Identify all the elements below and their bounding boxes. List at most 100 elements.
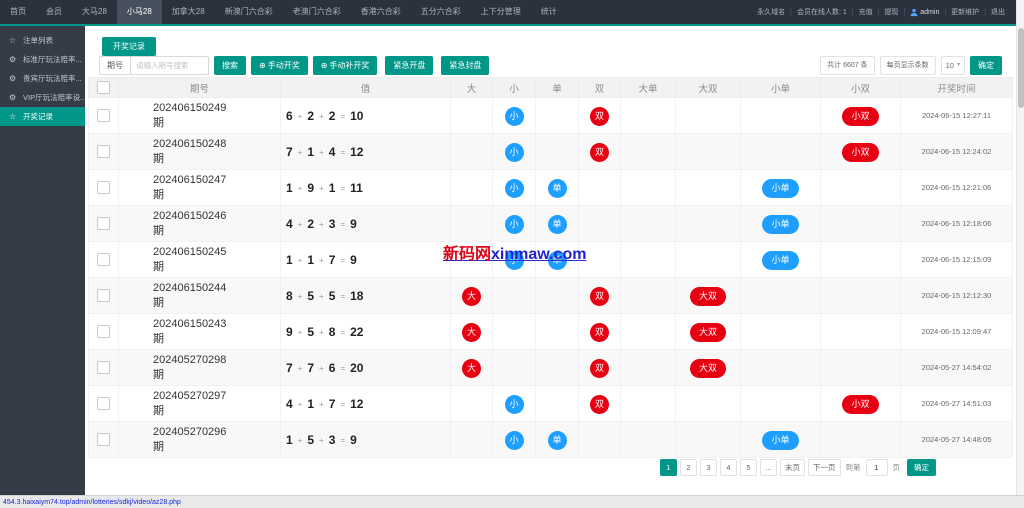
- records-table: 期号值大小单双大单 大双 小单 小双 开奖时间 202406150249 期 6 +2 +2 = 1…: [88, 77, 1013, 458]
- value-number: 4: [328, 144, 336, 159]
- goto-confirm-button[interactable]: 确定: [907, 459, 936, 476]
- row-checkbox[interactable]: [97, 181, 110, 194]
- topnav-admin[interactable]: admin: [905, 8, 944, 17]
- row-checkbox[interactable]: [97, 361, 110, 374]
- topnav-item-4[interactable]: 小马28: [116, 0, 162, 24]
- topnav-item-7[interactable]: 老澳门六合彩: [292, 7, 341, 16]
- topnav-item-5[interactable]: 加拿大28: [171, 7, 205, 16]
- value-cell: 6 +2 +2 = 10: [280, 97, 451, 134]
- badge-大双: 大双: [689, 322, 726, 342]
- sidebar-item-label: 注单列表: [23, 36, 53, 45]
- badge-cell: 双: [578, 277, 621, 314]
- badge-cell: 小: [492, 205, 536, 242]
- row-checkbox[interactable]: [97, 433, 110, 446]
- page-button-5[interactable]: 5: [740, 459, 757, 476]
- sidebar-item-5[interactable]: ☆ 开奖记录: [0, 107, 85, 126]
- issue-number: 202406150245: [153, 246, 227, 259]
- topnav-link-3[interactable]: 充值: [858, 9, 873, 16]
- badge-大双: 大双: [689, 358, 726, 378]
- sidebar-item-4[interactable]: ⚙ VIP厅玩法赔率设...: [0, 88, 85, 107]
- topnav-item-8[interactable]: 香港六合彩: [360, 7, 401, 16]
- page-button-6[interactable]: ...: [760, 459, 777, 476]
- tab-lottery-records[interactable]: 开奖记录: [102, 37, 156, 56]
- sidebar-item-1[interactable]: ☆ 注单列表: [0, 31, 85, 50]
- issue-suffix: 期: [153, 440, 164, 453]
- topnav-link-4[interactable]: 提现: [884, 9, 899, 16]
- page-button-2[interactable]: 2: [680, 459, 697, 476]
- scrollbar[interactable]: [1016, 0, 1024, 495]
- page-button-4[interactable]: 4: [720, 459, 737, 476]
- badge-cell: [740, 133, 821, 170]
- topnav-item-11[interactable]: 统计: [540, 7, 557, 16]
- badge-大双: 大双: [689, 286, 726, 306]
- emergency-close-button[interactable]: 紧急封盘: [441, 55, 490, 75]
- equals-sign: =: [340, 399, 346, 409]
- badge-cell: [820, 421, 901, 458]
- select-all-checkbox[interactable]: [97, 81, 110, 94]
- value-number: 2: [307, 216, 315, 231]
- badge-cell: [675, 97, 741, 134]
- sidebar-item-2[interactable]: ⚙ 标准厅玩法赔率...: [0, 50, 85, 69]
- row-checkbox[interactable]: [97, 397, 110, 410]
- issue-cell: 202405270297 期: [118, 385, 281, 422]
- badge-cell: [492, 349, 536, 386]
- row-checkbox[interactable]: [97, 289, 110, 302]
- per-page-confirm-button[interactable]: 确定: [970, 55, 1002, 75]
- issue-cell: 202405270298 期: [118, 349, 281, 386]
- badge-cell: [820, 313, 901, 350]
- badge-小: 小: [504, 250, 524, 270]
- value-cell: 1 +5 +3 = 9: [280, 421, 451, 458]
- topnav-item-2[interactable]: 会员: [46, 7, 62, 16]
- row-checkbox[interactable]: [97, 325, 110, 338]
- badge-cell: [450, 385, 493, 422]
- badge-cell: 大: [450, 313, 493, 350]
- value-sum: 20: [350, 360, 364, 375]
- sidebar-item-3[interactable]: ⚙ 贵宾厅玩法赔率...: [0, 69, 85, 88]
- topnav-link-2[interactable]: 会员在线人数: 1: [796, 9, 847, 16]
- topnav-item-6[interactable]: 新澳门六合彩: [224, 7, 273, 16]
- row-checkbox[interactable]: [97, 253, 110, 266]
- topnav-link-1[interactable]: 永久域名: [757, 9, 786, 16]
- badge-cell: [578, 169, 621, 206]
- row-checkbox[interactable]: [97, 217, 110, 230]
- search-button[interactable]: 搜索: [214, 55, 246, 75]
- separator: |: [984, 8, 986, 16]
- badge-双: 双: [590, 106, 609, 126]
- col-header-8: 大双: [675, 77, 741, 98]
- badge-cell: 小双: [820, 385, 901, 422]
- goto-page-input[interactable]: [865, 459, 888, 476]
- emergency-open-button[interactable]: 紧急开盘: [385, 55, 434, 75]
- draw-time-cell: 2024-06-15 12:09:47: [900, 313, 1013, 350]
- topnav-item-1[interactable]: 首页: [10, 7, 26, 16]
- issue-number: 202406150248: [153, 138, 227, 151]
- page-button-3[interactable]: 3: [700, 459, 717, 476]
- badge-cell: [675, 421, 741, 458]
- manual-redraw-button[interactable]: ⊕ 手动补开奖: [312, 55, 378, 75]
- separator: |: [944, 8, 947, 16]
- topnav-link-6[interactable]: 更新维护: [951, 9, 980, 16]
- issue-search-input[interactable]: [131, 55, 209, 75]
- row-checkbox[interactable]: [97, 145, 110, 158]
- page-button-7[interactable]: 末页: [780, 459, 805, 476]
- topnav-item-3[interactable]: 大马28: [82, 7, 107, 16]
- manual-draw-button[interactable]: ⊕ 手动开奖: [251, 55, 308, 75]
- topnav-item-10[interactable]: 上下分管理: [480, 7, 521, 16]
- topnav-item-9[interactable]: 五分六合彩: [420, 7, 461, 16]
- value-number: 4: [286, 396, 293, 411]
- topnav-link-7[interactable]: 退出: [991, 9, 1005, 16]
- issue-cell: 202406150244 期: [118, 277, 281, 314]
- issue-number: 202405270297: [153, 390, 227, 403]
- value-number: 1: [307, 252, 315, 267]
- page-button-8[interactable]: 下一页: [808, 459, 841, 476]
- scrollbar-thumb[interactable]: [1018, 28, 1024, 108]
- per-page-select[interactable]: 10 ▾: [940, 55, 965, 75]
- equals-sign: =: [340, 219, 346, 229]
- badge-双: 双: [590, 394, 609, 414]
- row-checkbox[interactable]: [97, 109, 110, 122]
- page-current[interactable]: 1: [660, 459, 677, 476]
- table-body: 202406150249 期 6 +2 +2 = 10 小双小双 2024-06-15 12:2…: [88, 97, 1013, 458]
- col-header-1: 期号: [118, 77, 281, 98]
- issue-number: 202406150247: [153, 174, 227, 187]
- badge-cell: 单: [535, 421, 579, 458]
- equals-sign: =: [340, 255, 346, 265]
